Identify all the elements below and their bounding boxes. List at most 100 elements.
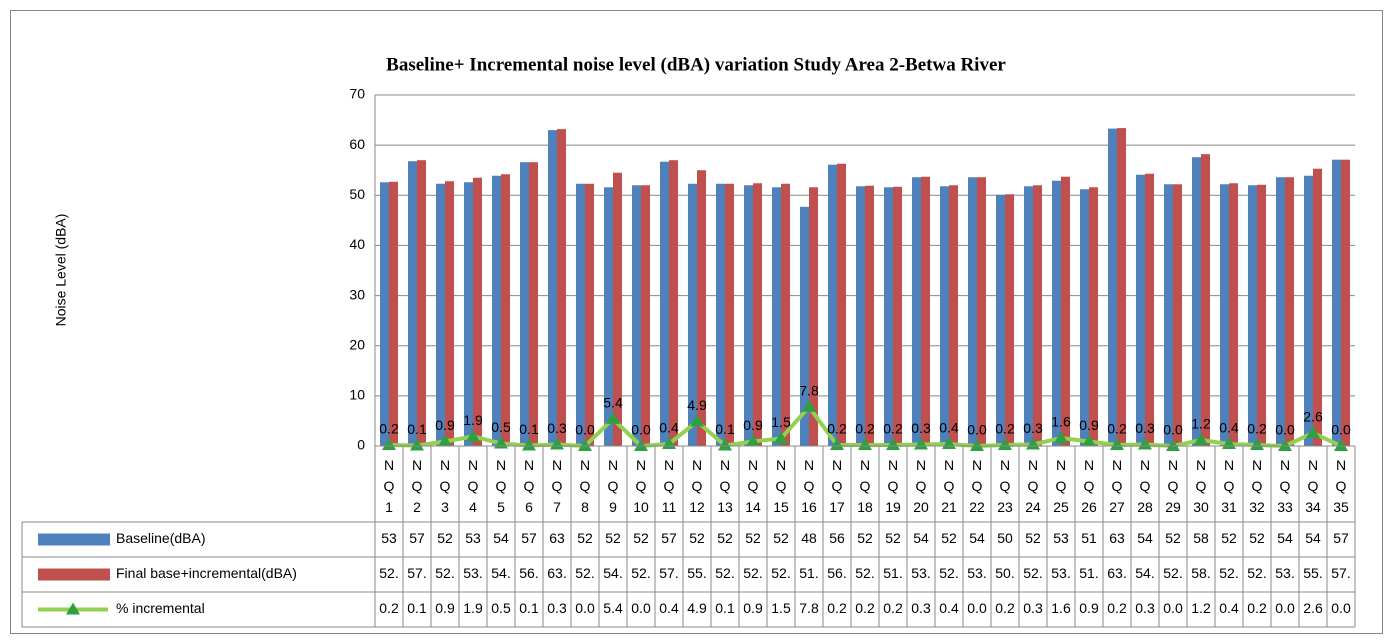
x-tick-label: N Q 24 [1025, 457, 1041, 515]
bar [1332, 159, 1341, 447]
table-cell: 56. [827, 565, 846, 581]
table-cell: 51. [1079, 565, 1098, 581]
data-label: 1.2 [1191, 416, 1211, 432]
data-label: 0.2 [1247, 421, 1267, 437]
table-cell: 63. [1107, 565, 1126, 581]
bar [865, 185, 874, 446]
data-label: 0.0 [1275, 422, 1295, 438]
table-cell: 52. [771, 565, 790, 581]
legend-label: Baseline(dBA) [116, 530, 206, 546]
bar [464, 182, 473, 446]
data-label: 1.6 [1051, 414, 1071, 430]
table-cell: 57 [409, 530, 425, 546]
x-tick-label: N Q 16 [801, 457, 817, 515]
table-cell: 0.4 [659, 600, 679, 616]
data-label: 2.6 [1303, 409, 1323, 425]
table-cell: 54 [493, 530, 509, 546]
table-cell: 52. [379, 565, 398, 581]
table-cell: 57. [659, 565, 678, 581]
table-cell: 53. [967, 565, 986, 581]
marker [1250, 437, 1264, 450]
x-tick-label: N Q 10 [633, 457, 649, 515]
bar [1005, 194, 1014, 446]
table-cell: 52. [743, 565, 762, 581]
marker [606, 411, 620, 424]
bar [1117, 128, 1126, 446]
data-label: 0.5 [491, 419, 511, 435]
bar [837, 163, 846, 446]
table-cell: 54 [1137, 530, 1153, 546]
x-tick-label: N Q 31 [1221, 457, 1237, 515]
table-cell: 0.2 [855, 600, 875, 616]
table-cell: 50 [997, 530, 1013, 546]
table-cell: 1.5 [771, 600, 791, 616]
marker [718, 438, 732, 451]
table-cell: 0.2 [883, 600, 903, 616]
x-tick-label: N Q 27 [1109, 457, 1125, 515]
table-cell: 0.3 [1135, 600, 1155, 616]
table-cell: 52 [857, 530, 873, 546]
table-cell: 1.2 [1191, 600, 1211, 616]
bar [408, 161, 417, 446]
bar [753, 183, 762, 446]
data-label: 0.9 [1079, 417, 1099, 433]
table-cell: 58. [1191, 565, 1210, 581]
table-cell: 55. [687, 565, 706, 581]
bar [613, 172, 622, 446]
table-cell: 54 [1277, 530, 1293, 546]
bar [688, 183, 697, 446]
legend-marker [66, 602, 80, 615]
bar [492, 175, 501, 447]
marker [1082, 434, 1096, 447]
table-cell: 48 [801, 530, 817, 546]
bar [1229, 183, 1238, 446]
marker [1110, 437, 1124, 450]
marker [746, 434, 760, 447]
marker [802, 399, 816, 412]
table-cell: 53. [463, 565, 482, 581]
marker [970, 439, 984, 451]
bar [576, 183, 585, 446]
table-cell: 1.9 [463, 600, 483, 616]
table-cell: 0.9 [743, 600, 763, 616]
table-cell: 7.8 [799, 600, 819, 616]
bar [529, 162, 538, 447]
table-cell: 53 [381, 530, 397, 546]
data-label: 0.1 [519, 421, 539, 437]
y-tick-label: 20 [349, 336, 365, 352]
table-cell: 53. [1051, 565, 1070, 581]
bar [389, 181, 398, 447]
marker [634, 439, 648, 451]
x-tick-label: N Q 26 [1081, 457, 1097, 515]
table-cell: 0.3 [1023, 600, 1043, 616]
x-tick-label: N Q 14 [745, 457, 761, 515]
table-cell: 54 [1305, 530, 1321, 546]
x-tick-label: N Q 20 [913, 457, 929, 515]
bar [809, 187, 818, 446]
bar [800, 206, 809, 446]
bar [921, 176, 930, 447]
table-cell: 50. [995, 565, 1014, 581]
data-label: 1.5 [771, 414, 791, 430]
table-cell: 52. [575, 565, 594, 581]
bar [912, 177, 921, 446]
bar [436, 183, 445, 446]
table-cell: 57. [1331, 565, 1350, 581]
table-cell: 52. [715, 565, 734, 581]
data-label: 0.0 [631, 422, 651, 438]
data-label: 0.4 [939, 420, 959, 436]
table-cell: 52. [939, 565, 958, 581]
x-tick-label: N Q 32 [1249, 457, 1265, 515]
table-cell: 0.2 [1107, 600, 1127, 616]
table-cell: 58 [1193, 530, 1209, 546]
table-cell: 0.1 [519, 600, 539, 616]
table-cell: 57 [661, 530, 677, 546]
x-tick-label: N Q 21 [941, 457, 957, 515]
marker [578, 439, 592, 451]
